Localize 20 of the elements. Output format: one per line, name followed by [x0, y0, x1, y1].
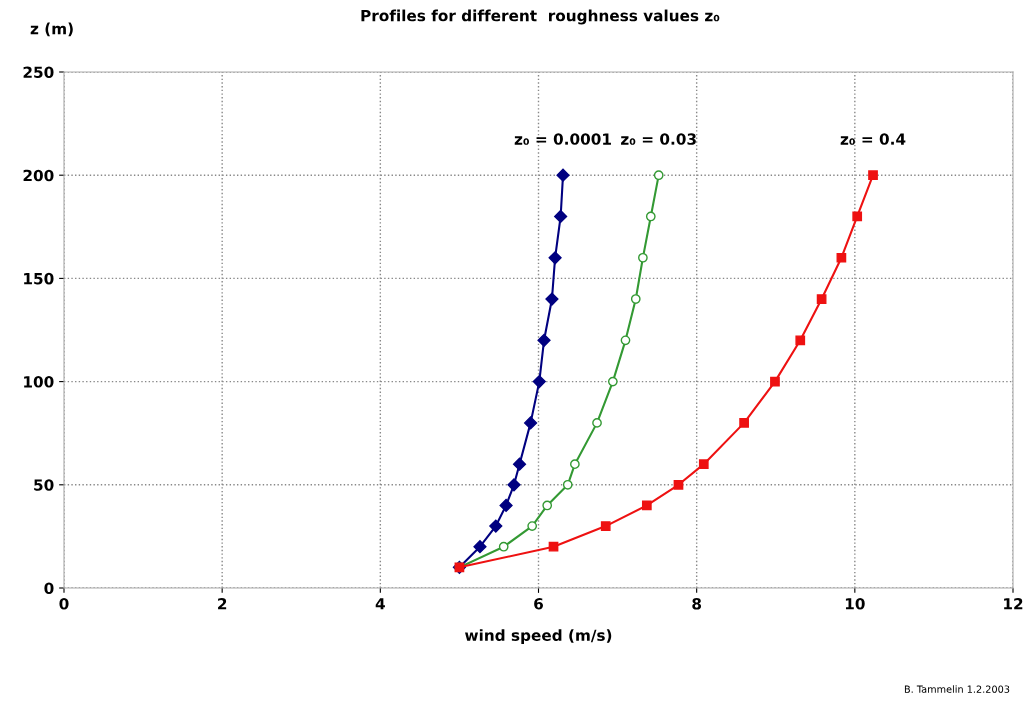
y-axis-title: z (m)	[30, 22, 73, 37]
x-tick-label: 8	[692, 597, 702, 610]
x-tick-label: 0	[59, 597, 69, 610]
x-tick-label: 10	[845, 597, 865, 610]
chart-title: Profiles for different roughness values z₀	[361, 9, 720, 25]
y-tick-label: 250	[23, 66, 54, 79]
x-tick-label: 6	[534, 598, 543, 610]
y-tick-label: 0	[44, 582, 54, 595]
series-label: z₀ = 0.0001	[514, 133, 611, 145]
text: z₀ = 0.03	[621, 133, 696, 145]
x-tick-label: 4	[375, 598, 385, 610]
x-tick-label: 12	[1004, 597, 1023, 610]
text: B. Tammelin 1.2.2003	[904, 685, 1010, 693]
y-tick-label: 150	[24, 272, 54, 285]
x-tick-label: 2	[218, 597, 227, 610]
text: z₀ = 0.4	[840, 133, 906, 145]
y-tick-label: 50	[34, 479, 54, 491]
y-tick-label: 100	[24, 376, 54, 388]
x-axis-title: wind speed (m/s)	[465, 629, 612, 644]
y-tick-label: 200	[23, 169, 54, 182]
